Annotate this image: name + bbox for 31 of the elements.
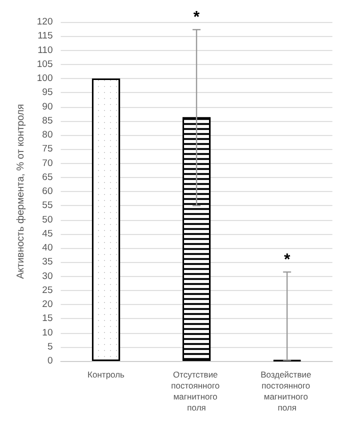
y-tick-label: 75	[42, 144, 53, 155]
y-tick-label: 65	[42, 172, 53, 183]
y-tick-label: 30	[42, 270, 53, 282]
y-axis-title: Активность фермента, % от контроля	[16, 104, 26, 279]
y-tick-label: 10	[42, 327, 53, 338]
y-tick-label: 5	[47, 341, 53, 352]
y-tick-label: 80	[42, 130, 53, 140]
y-tick-label: 25	[42, 284, 53, 296]
x-tick-label: Воздействие постоянного магнитного поля	[260, 370, 314, 412]
y-tick-label: 95	[42, 87, 53, 98]
y-tick-label: 20	[42, 299, 53, 310]
y-tick-label: 40	[42, 242, 53, 254]
y-tick-label: 55	[42, 200, 53, 212]
y-tick-label: 45	[42, 228, 53, 240]
annotation: *	[193, 9, 200, 26]
y-tick-label: 110	[38, 44, 53, 56]
y-tick-label: 70	[42, 158, 53, 169]
y-tick-label: 60	[42, 186, 53, 197]
y-tick-label: 120	[36, 16, 53, 28]
y-tick-label: 115	[38, 30, 53, 42]
annotation: *	[284, 252, 291, 269]
y-tick-label: 0	[47, 356, 53, 366]
y-tick-label: 85	[42, 115, 53, 126]
y-tick-label: 105	[36, 58, 53, 70]
y-tick-label: 100	[36, 73, 53, 84]
y-tick-label: 50	[42, 214, 53, 226]
x-tick-label: Отсутствие постоянного магнитного поля	[171, 370, 222, 412]
x-tick-label: Контроль	[88, 370, 126, 380]
y-tick-label: 15	[42, 313, 53, 324]
y-tick-label: 90	[42, 101, 53, 112]
y-tick-label: 35	[42, 256, 53, 268]
